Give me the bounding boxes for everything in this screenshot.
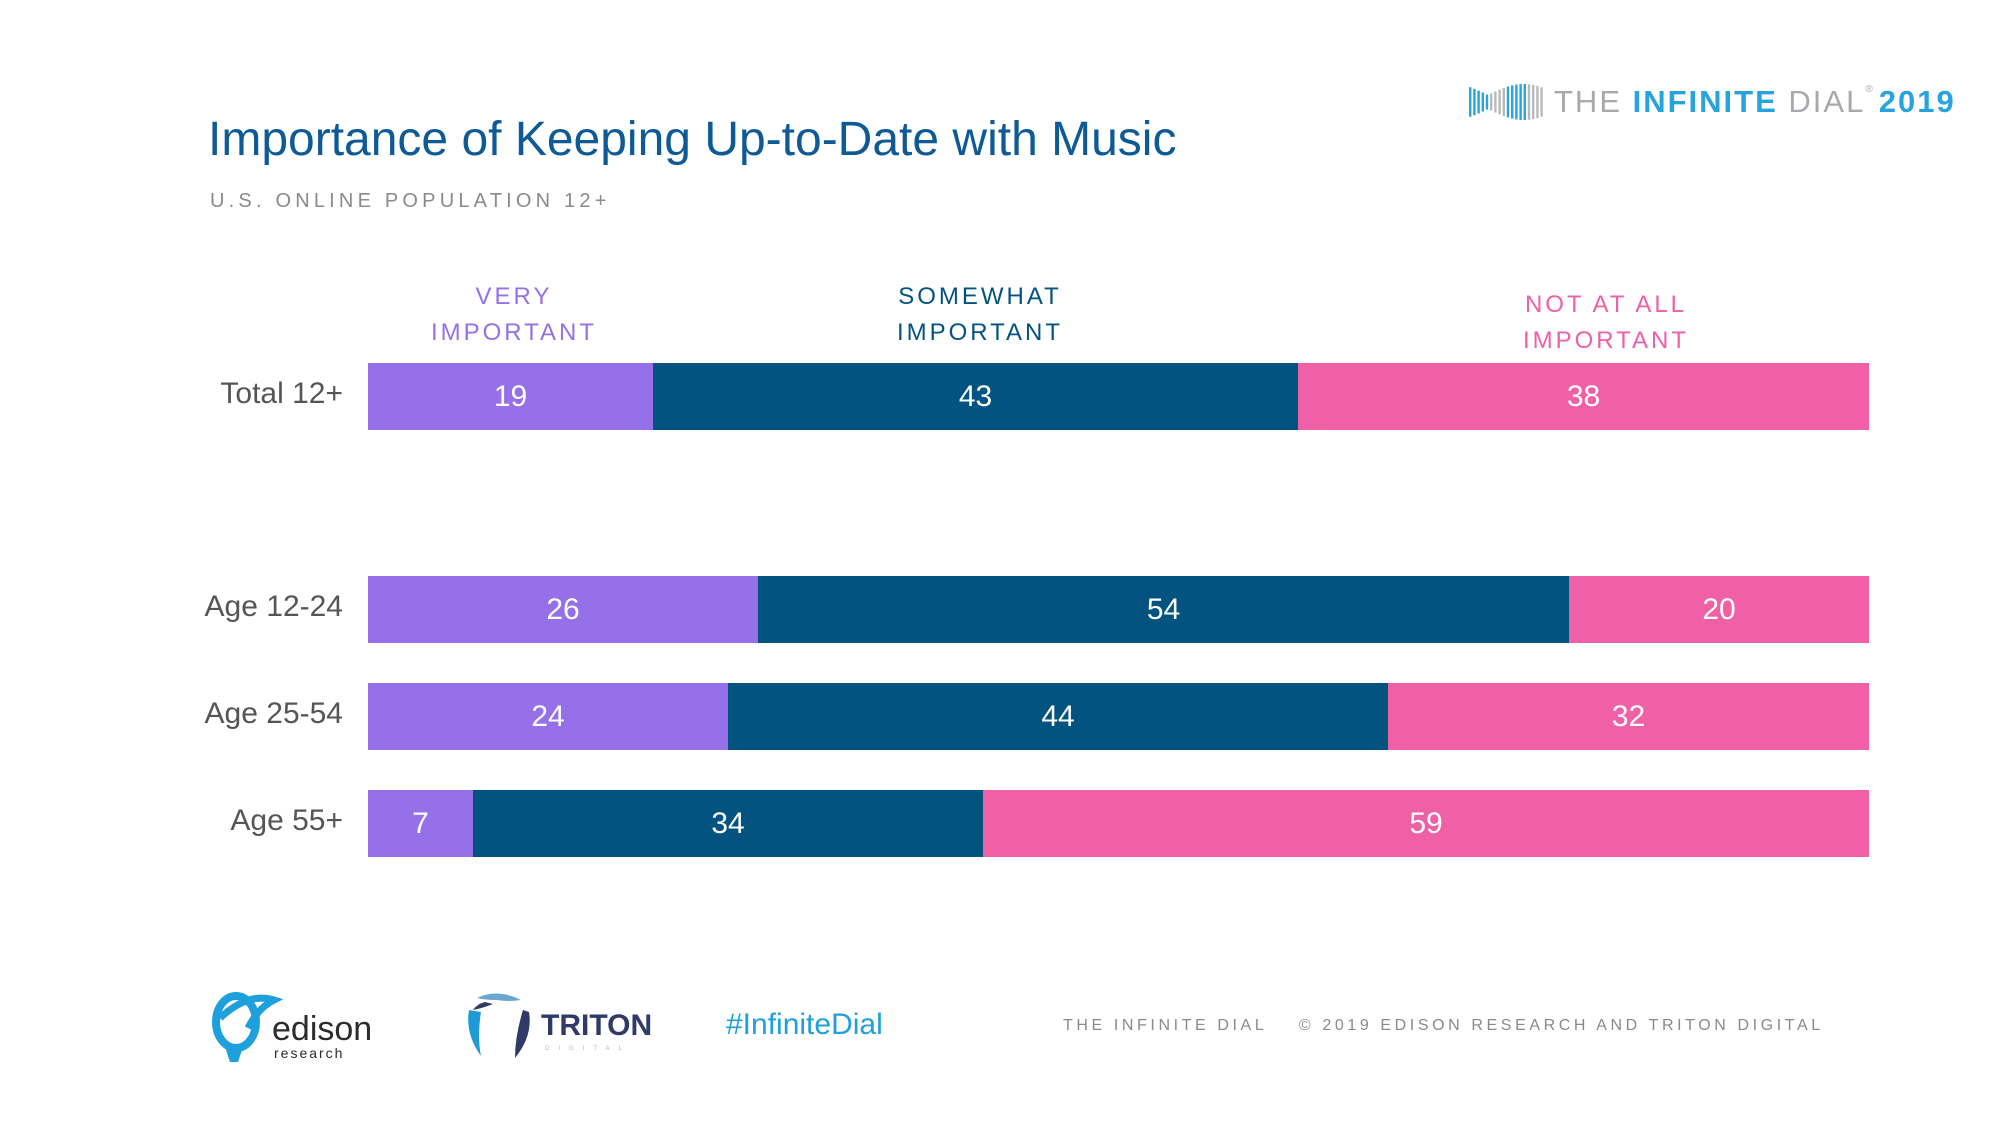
legend-somewhat-line2: IMPORTANT [896, 319, 1064, 346]
logo-bar [1536, 85, 1539, 119]
infinite-dial-logo: THE INFINITE DIAL® 2019 [1466, 78, 1956, 126]
legend-very-line1: VERY [475, 283, 553, 310]
logo-year: 2019 [1878, 84, 1956, 119]
legend-very-important: VERY IMPORTANT [404, 279, 624, 351]
logo-word-dial: DIAL [1788, 84, 1866, 119]
bar-value-label: 54 [1146, 592, 1181, 626]
bar-value-label: 19 [493, 379, 528, 413]
logo-word-infinite: INFINITE [1632, 84, 1778, 119]
triton-subword: DIGITAL [545, 1046, 631, 1052]
triton-icon: TRITON DIGITAL [468, 993, 652, 1058]
bar-segment: 34 [473, 790, 983, 857]
category-label: Total 12+ [220, 377, 343, 410]
triton-digital-logo: TRITON DIGITAL [463, 990, 653, 1071]
bar-value-label: 43 [958, 379, 993, 413]
logo-word-the: THE [1554, 84, 1622, 119]
infinite-dial-wordmark: THE INFINITE DIAL® 2019 [1554, 84, 1956, 120]
legend-very-line2: IMPORTANT [430, 319, 598, 346]
logo-bar [1490, 93, 1493, 111]
infinity-dial-icon [1469, 84, 1543, 120]
logo-bar [1515, 84, 1518, 120]
edison-research-logo: edison research [208, 988, 378, 1073]
logo-bar [1469, 87, 1472, 117]
category-label: Age 25-54 [204, 697, 343, 730]
legend-not-at-all-important: NOT AT ALL IMPORTANT [1496, 287, 1716, 359]
bar-value-label: 34 [711, 806, 745, 840]
logo-bar [1506, 86, 1510, 118]
logo-bar [1532, 84, 1535, 120]
logo-bar [1527, 84, 1531, 120]
bar-value-label: 32 [1611, 699, 1646, 733]
logo-bar [1473, 88, 1476, 116]
bar-value-label: 24 [531, 699, 565, 733]
category-label: Age 12-24 [204, 590, 343, 623]
logo-bar [1502, 87, 1505, 117]
logo-bar [1511, 85, 1514, 119]
bar-segment: 32 [1388, 683, 1869, 750]
edison-subword: research [274, 1045, 344, 1061]
bar-segment: 26 [368, 576, 758, 643]
registered-mark: ® [1865, 84, 1875, 95]
chart-subtitle: U.S. ONLINE POPULATION 12+ [210, 190, 611, 212]
bar-value-label: 59 [1409, 806, 1443, 840]
category-label: Age 55+ [230, 804, 343, 837]
legend-notatall-line2: IMPORTANT [1522, 327, 1690, 354]
bar-segment: 43 [653, 363, 1298, 430]
chart-title: Importance of Keeping Up-to-Date with Mu… [208, 113, 1177, 166]
bar-segment: 20 [1569, 576, 1869, 643]
bar-segment: 44 [728, 683, 1388, 750]
legend-notatall-line1: NOT AT ALL [1524, 291, 1688, 318]
bar-value-label: 20 [1702, 592, 1736, 626]
bar-segment: 59 [983, 790, 1869, 857]
logo-bar [1477, 90, 1480, 114]
logo-bar [1481, 92, 1484, 112]
legend-somewhat-important: SOMEWHAT IMPORTANT [870, 279, 1090, 351]
bar-value-label: 44 [1041, 699, 1075, 733]
legend-somewhat-line1: SOMEWHAT [898, 283, 1062, 310]
logo-bar [1494, 91, 1497, 113]
logo-bar [1485, 94, 1489, 110]
bar-value-label: 7 [412, 806, 429, 840]
bar-segment: 54 [758, 576, 1569, 643]
bar-value-label: 38 [1566, 379, 1601, 413]
logo-bar [1523, 84, 1526, 120]
edison-word: edison [272, 1010, 372, 1048]
bar-value-label: 26 [546, 592, 580, 626]
bar-segment: 38 [1298, 363, 1869, 430]
triton-word: TRITON [541, 1009, 652, 1042]
bar-segment: 24 [368, 683, 728, 750]
logo-bar [1540, 87, 1543, 117]
bar-segment: 19 [368, 363, 653, 430]
logo-bar [1498, 89, 1501, 115]
copyright-text: THE INFINITE DIAL © 2019 EDISON RESEARCH… [1063, 1017, 1824, 1034]
logo-bar [1519, 84, 1522, 120]
edison-bulb-icon: edison research [212, 992, 372, 1062]
hashtag-link[interactable]: #InfiniteDial [726, 1008, 883, 1041]
bar-segment: 7 [368, 790, 473, 857]
